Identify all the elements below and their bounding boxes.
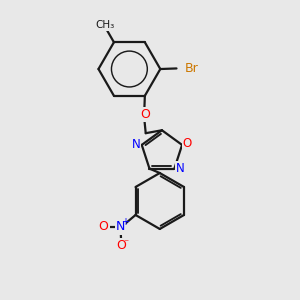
- Text: N: N: [131, 138, 140, 151]
- Text: N: N: [116, 220, 125, 233]
- Text: +: +: [121, 217, 129, 227]
- Text: O: O: [140, 108, 150, 121]
- Text: CH₃: CH₃: [95, 20, 115, 30]
- Text: O: O: [98, 220, 108, 233]
- Text: ⁻: ⁻: [123, 238, 128, 248]
- Text: N: N: [176, 162, 184, 175]
- Text: O: O: [116, 239, 126, 252]
- Text: O: O: [183, 137, 192, 150]
- Text: Br: Br: [185, 62, 199, 75]
